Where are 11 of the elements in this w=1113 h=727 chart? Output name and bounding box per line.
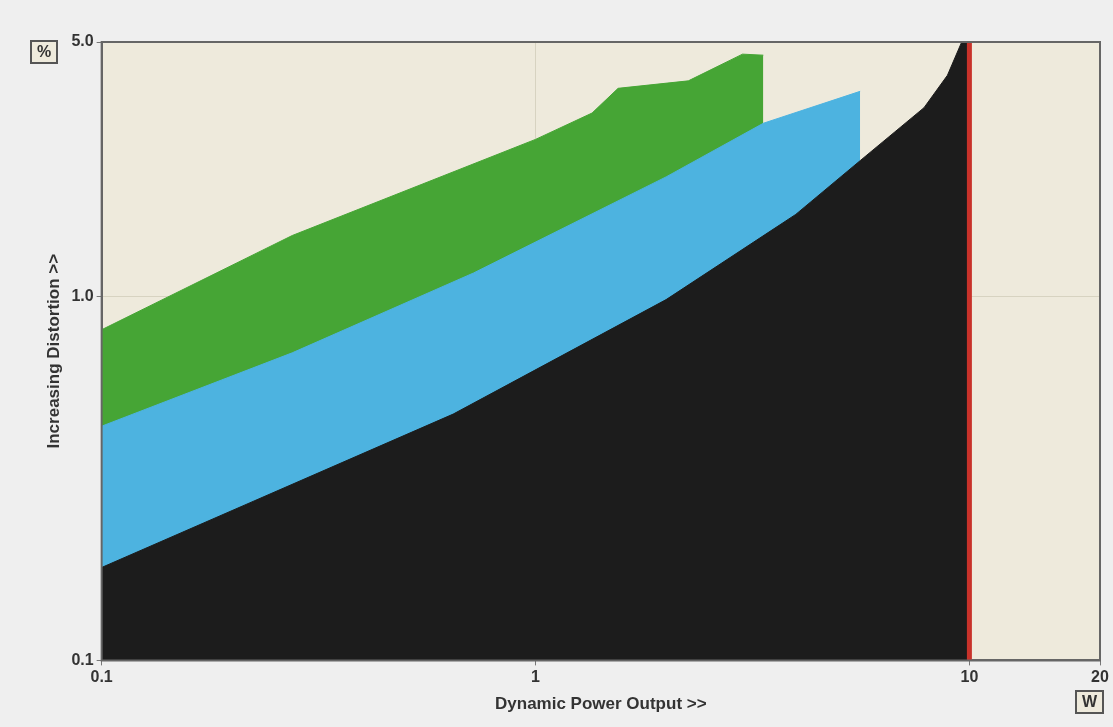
x-tick-label: 20 xyxy=(1091,668,1109,686)
x-axis-title: Dynamic Power Output >> xyxy=(495,694,707,714)
y-tick-label: 1.0 xyxy=(71,286,94,304)
y-tick-label: 5.0 xyxy=(71,32,94,50)
text: % xyxy=(30,40,59,64)
x-tick-label: 1 xyxy=(531,668,541,686)
y-axis-title: Increasing Distortion >> xyxy=(43,253,63,449)
text: W xyxy=(1075,690,1105,714)
y-tick-label: 0.1 xyxy=(71,650,94,668)
x-tick-label: 10 xyxy=(960,668,979,686)
x-tick-label: 0.1 xyxy=(90,668,113,686)
